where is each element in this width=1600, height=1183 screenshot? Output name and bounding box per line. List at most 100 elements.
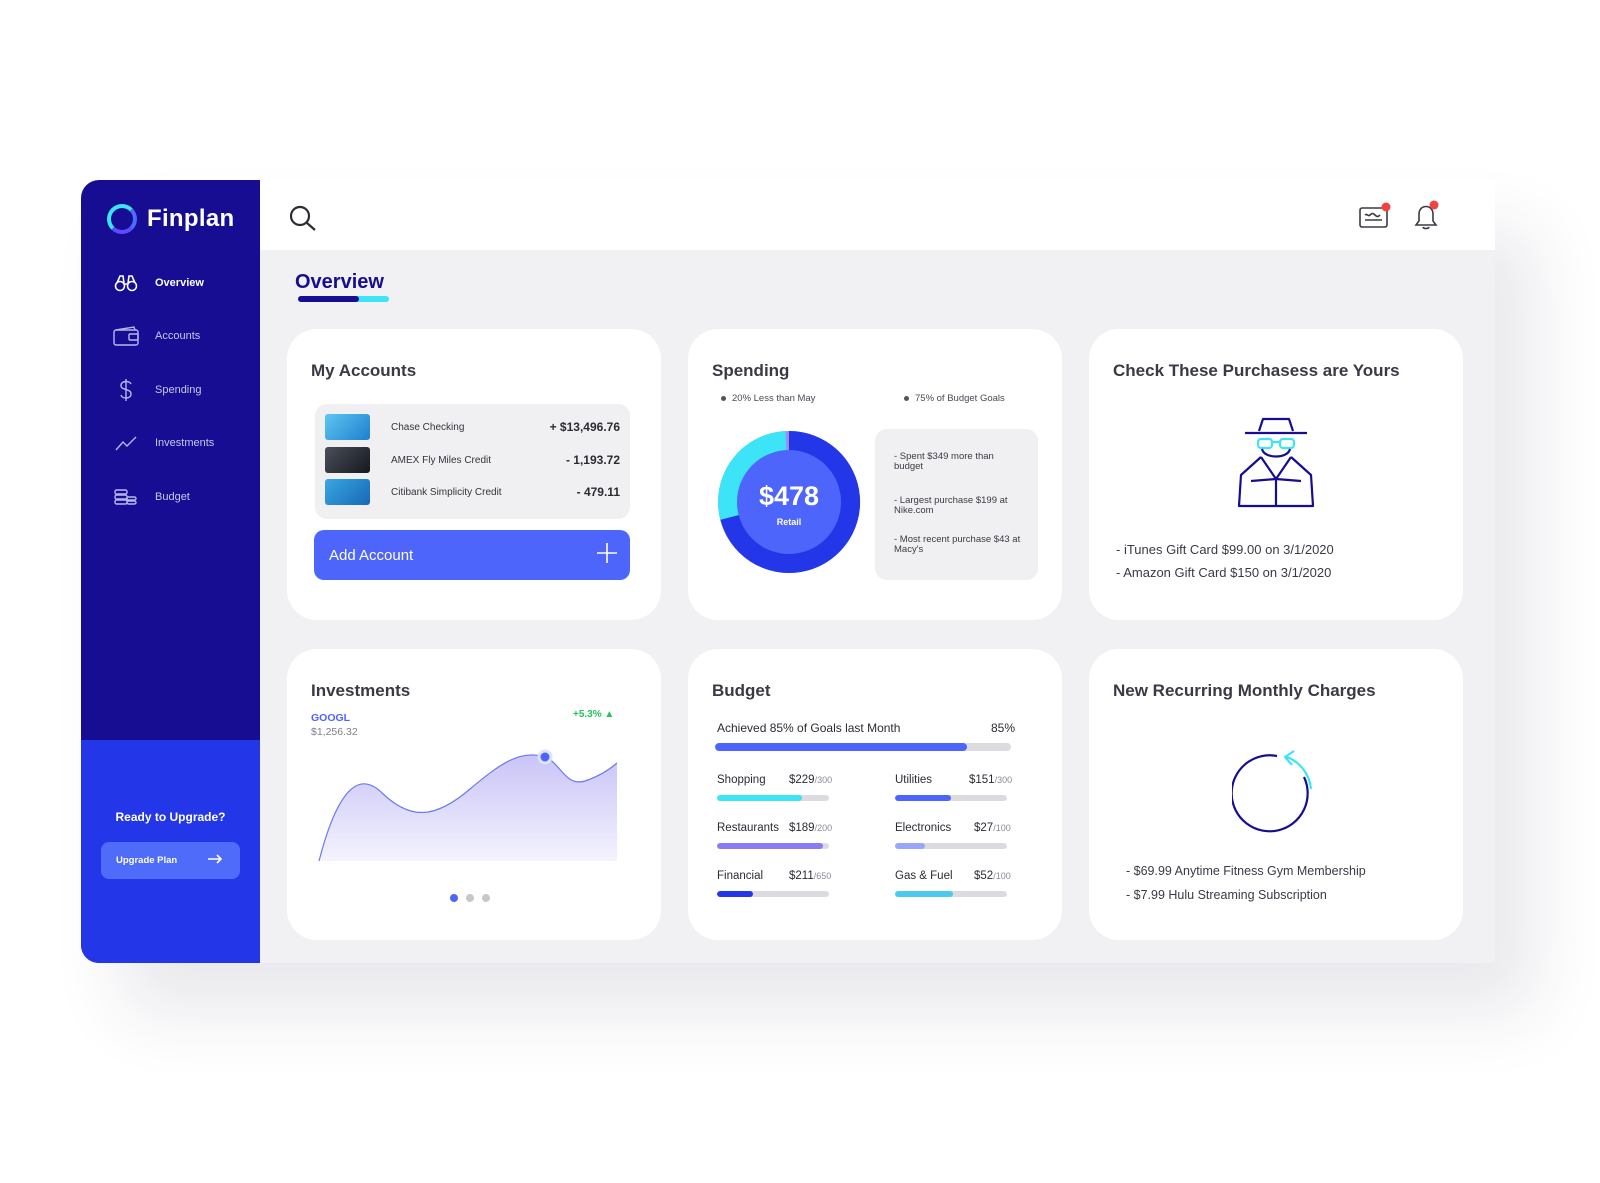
chart-line (318, 754, 618, 862)
ticker-value: $1,256.32 (311, 726, 358, 738)
amex-card-image (325, 447, 370, 473)
recurring-charge-item[interactable]: - $7.99 Hulu Streaming Subscription (1126, 888, 1327, 902)
my-accounts-card: My Accounts Chase Checking + $13,496.76 … (287, 329, 661, 620)
donut-segment-main (720, 431, 861, 573)
card-title: Spending (712, 361, 790, 380)
progress-fill (717, 891, 754, 897)
card-title: Budget (712, 681, 771, 700)
page-title: Overview (295, 271, 384, 293)
chart-area-fill (319, 754, 617, 861)
bullet-dot (904, 396, 909, 401)
suspicious-purchase-item[interactable]: - iTunes Gift Card $99.00 on 3/1/2020 (1116, 542, 1334, 557)
value-amount: $151 (969, 774, 995, 786)
value-limit: /200 (814, 823, 833, 833)
budget-category-progress (895, 891, 1007, 897)
card-title: New Recurring Monthly Charges (1113, 681, 1376, 700)
budget-category-value: $52/100 (974, 870, 1011, 882)
chart-marker[interactable] (537, 749, 553, 765)
budget-category-value: $27/100 (974, 822, 1011, 834)
progress-fill (717, 843, 823, 849)
investment-line-chart[interactable] (315, 729, 625, 864)
sidebar-item-label: Overview (155, 277, 204, 289)
bullet-dot (721, 396, 726, 401)
progress-fill (895, 891, 954, 897)
spy-detective-icon (1231, 417, 1321, 514)
sidebar-item-label: Budget (155, 491, 190, 503)
account-amount: - 479.11 (576, 485, 620, 499)
coins-icon (113, 486, 139, 508)
account-name: AMEX Fly Miles Credit (391, 454, 492, 466)
sidebar-item-label: Spending (155, 384, 202, 396)
investments-card: Investments GOOGL $1,256.32 +5.3% ▲ (287, 649, 661, 940)
recurring-refresh-icon (1230, 749, 1322, 844)
value-amount: $189 (789, 822, 815, 834)
account-row[interactable]: AMEX Fly Miles Credit - 1,193.72 (325, 446, 620, 474)
note-text: 75% of Budget Goals (915, 393, 1005, 404)
note-text: 20% Less than May (732, 393, 816, 404)
dollar-icon (113, 379, 139, 401)
budget-category-name: Financial (717, 870, 764, 882)
budget-category-progress (895, 795, 1007, 801)
sidebar-item-accounts[interactable]: Accounts (113, 322, 253, 350)
value-amount: $27 (974, 822, 994, 834)
value-limit: /300 (814, 775, 833, 785)
budget-category-value: $229/300 (789, 774, 832, 786)
app-window: Finplan Overview Accounts Spending Inves… (81, 180, 1495, 963)
progress-fill (717, 795, 803, 801)
binoculars-icon (113, 272, 139, 294)
donut-center (737, 450, 841, 554)
messages-icon[interactable] (1358, 202, 1392, 237)
pager-dot-active[interactable] (450, 894, 458, 902)
suspicious-purchase-item[interactable]: - Amazon Gift Card $150 on 3/1/2020 (1116, 565, 1332, 580)
spending-amount: $478 (758, 481, 820, 511)
triangle-up-icon: ▲ (604, 709, 615, 720)
budget-category-progress (895, 843, 1007, 849)
logo-ring-icon (107, 204, 137, 234)
budget-category-name: Restaurants (717, 822, 780, 834)
logo[interactable]: Finplan (107, 204, 234, 234)
pager-dot[interactable] (482, 894, 490, 902)
spending-note-right: 75% of Budget Goals (904, 393, 1005, 404)
sidebar-item-budget[interactable]: Budget (113, 483, 253, 511)
budget-category-name: Shopping (717, 774, 766, 786)
budget-category-name: Utilities (895, 774, 933, 786)
value-amount: $52 (974, 870, 994, 882)
bell-icon[interactable] (1411, 200, 1441, 237)
value-limit: /650 (813, 871, 832, 881)
upgrade-plan-label: Upgrade Plan (116, 855, 178, 866)
account-row[interactable]: Chase Checking + $13,496.76 (325, 413, 620, 441)
account-row[interactable]: Citibank Simplicity Credit - 479.11 (325, 478, 620, 506)
progress-fill (715, 743, 967, 751)
top-bar (260, 180, 1495, 250)
insight-item: - Most recent purchase $43 at Macy's (894, 534, 1021, 556)
value-limit: /300 (994, 775, 1013, 785)
insight-item: - Spent $349 more than budget (894, 451, 994, 473)
logo-text: Finplan (147, 205, 235, 232)
budget-category-value: $189/200 (789, 822, 832, 834)
account-name: Chase Checking (391, 421, 465, 433)
trend-line-icon (113, 432, 139, 454)
budget-card: Budget Achieved 85% of Goals last Month … (688, 649, 1062, 940)
value-amount: $211 (789, 870, 814, 882)
upgrade-plan-button[interactable]: Upgrade Plan (101, 842, 240, 879)
sidebar-item-investments[interactable]: Investments (113, 429, 253, 457)
value-limit: /100 (993, 871, 1011, 881)
recurring-charge-item[interactable]: - $69.99 Anytime Fitness Gym Membership (1126, 864, 1366, 878)
budget-goal-percent: 85% (991, 721, 1016, 735)
citi-card-image (325, 479, 370, 505)
value-limit: /100 (993, 823, 1011, 833)
pager-dot[interactable] (466, 894, 474, 902)
value-amount: $229 (789, 774, 815, 786)
sidebar: Finplan Overview Accounts Spending Inves… (81, 180, 260, 963)
budget-category-value: $151/300 (969, 774, 1012, 786)
add-account-button[interactable]: Add Account (314, 530, 630, 580)
budget-category-progress (717, 795, 829, 801)
sidebar-item-overview[interactable]: Overview (113, 269, 253, 297)
search-icon[interactable] (288, 204, 318, 232)
add-account-label: Add Account (329, 546, 414, 564)
sidebar-item-spending[interactable]: Spending (113, 376, 253, 404)
account-name: Citibank Simplicity Credit (391, 486, 502, 498)
spending-donut[interactable]: $478 Retail (716, 429, 862, 575)
progress-fill (895, 843, 926, 849)
account-amount: + $13,496.76 (549, 420, 620, 434)
